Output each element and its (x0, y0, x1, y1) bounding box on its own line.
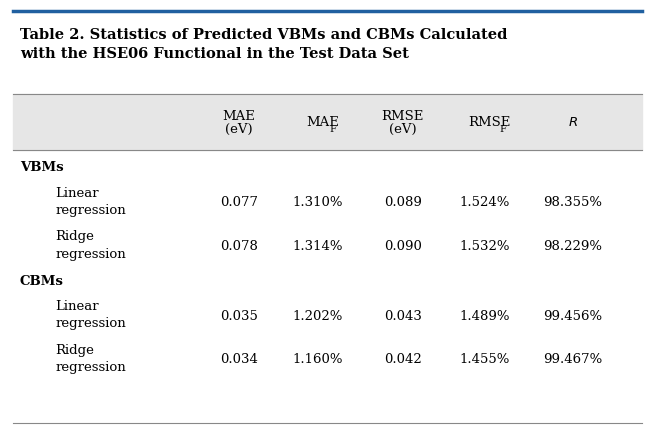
Text: Ridge: Ridge (56, 344, 94, 357)
Text: 1.532%: 1.532% (459, 240, 510, 253)
Text: 0.090: 0.090 (384, 240, 422, 253)
Text: 0.043: 0.043 (384, 310, 422, 323)
Text: 1.160%: 1.160% (292, 353, 343, 366)
Text: regression: regression (56, 248, 126, 261)
Text: Ridge: Ridge (56, 230, 94, 243)
Text: 98.355%: 98.355% (544, 196, 603, 209)
Text: 99.467%: 99.467% (544, 353, 603, 366)
Text: Table 2. Statistics of Predicted VBMs and CBMs Calculated: Table 2. Statistics of Predicted VBMs an… (20, 28, 507, 42)
Text: 1.310%: 1.310% (292, 196, 343, 209)
Bar (13, 94, 642, 150)
Text: (eV): (eV) (225, 123, 253, 136)
Text: regression: regression (56, 361, 126, 374)
Text: 1.455%: 1.455% (460, 353, 510, 366)
Text: 0.035: 0.035 (220, 310, 258, 323)
Text: 0.042: 0.042 (384, 353, 422, 366)
Text: Linear: Linear (56, 300, 100, 313)
Text: 0.089: 0.089 (384, 196, 422, 209)
Text: $\it{R}$: $\it{R}$ (568, 116, 578, 129)
Text: VBMs: VBMs (20, 161, 64, 174)
Text: F: F (329, 126, 336, 134)
Text: 1.489%: 1.489% (459, 310, 510, 323)
Text: Linear: Linear (56, 187, 100, 200)
Text: regression: regression (56, 317, 126, 330)
Text: 98.229%: 98.229% (544, 240, 603, 253)
Text: 0.034: 0.034 (220, 353, 258, 366)
Text: 99.456%: 99.456% (544, 310, 603, 323)
Text: RMSE: RMSE (382, 110, 424, 123)
Text: MAE: MAE (306, 116, 339, 129)
Text: 1.314%: 1.314% (292, 240, 343, 253)
Text: CBMs: CBMs (20, 275, 64, 288)
Text: regression: regression (56, 204, 126, 217)
Text: 0.078: 0.078 (220, 240, 258, 253)
Text: MAE: MAE (223, 110, 255, 123)
Text: 1.202%: 1.202% (293, 310, 343, 323)
Text: (eV): (eV) (389, 123, 417, 136)
Text: 1.524%: 1.524% (460, 196, 510, 209)
Text: F: F (499, 126, 506, 134)
Text: with the HSE06 Functional in the Test Data Set: with the HSE06 Functional in the Test Da… (20, 47, 409, 61)
Text: RMSE: RMSE (468, 116, 511, 129)
Text: 0.077: 0.077 (220, 196, 258, 209)
